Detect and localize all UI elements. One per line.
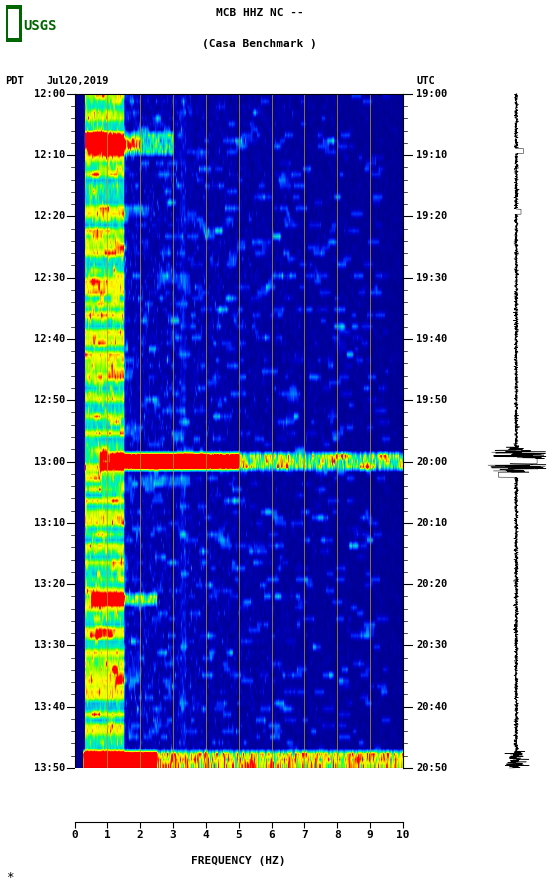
Text: 20:20: 20:20 — [416, 579, 448, 589]
Text: 12:30: 12:30 — [34, 272, 66, 283]
Text: 13:10: 13:10 — [34, 518, 66, 528]
Text: (Casa Benchmark ): (Casa Benchmark ) — [202, 39, 317, 49]
Text: MCB HHZ NC --: MCB HHZ NC -- — [216, 7, 303, 18]
Text: FREQUENCY (HZ): FREQUENCY (HZ) — [192, 856, 286, 866]
Text: *: * — [6, 871, 13, 884]
Text: 12:10: 12:10 — [34, 150, 66, 160]
Text: UTC: UTC — [417, 76, 436, 87]
Text: 12:20: 12:20 — [34, 212, 66, 221]
Text: PDT: PDT — [6, 76, 24, 87]
Text: 13:50: 13:50 — [34, 763, 66, 773]
Text: Jul20,2019: Jul20,2019 — [47, 76, 109, 87]
Text: 13:20: 13:20 — [34, 579, 66, 589]
Text: 19:30: 19:30 — [416, 272, 448, 283]
Text: 20:00: 20:00 — [416, 456, 448, 466]
Text: 19:50: 19:50 — [416, 396, 448, 405]
Text: 19:40: 19:40 — [416, 334, 448, 344]
Text: 12:00: 12:00 — [34, 88, 66, 99]
Text: 20:10: 20:10 — [416, 518, 448, 528]
Text: 12:50: 12:50 — [34, 396, 66, 405]
Text: 19:00: 19:00 — [416, 88, 448, 99]
Text: 20:50: 20:50 — [416, 763, 448, 773]
Text: 19:20: 19:20 — [416, 212, 448, 221]
Text: 12:40: 12:40 — [34, 334, 66, 344]
Text: 13:30: 13:30 — [34, 640, 66, 650]
Bar — [8, 9, 19, 38]
Text: 13:00: 13:00 — [34, 456, 66, 466]
Bar — [6, 4, 22, 42]
Text: 13:40: 13:40 — [34, 702, 66, 712]
Text: 19:10: 19:10 — [416, 150, 448, 160]
Text: 20:40: 20:40 — [416, 702, 448, 712]
Text: USGS: USGS — [23, 20, 57, 33]
Text: 20:30: 20:30 — [416, 640, 448, 650]
